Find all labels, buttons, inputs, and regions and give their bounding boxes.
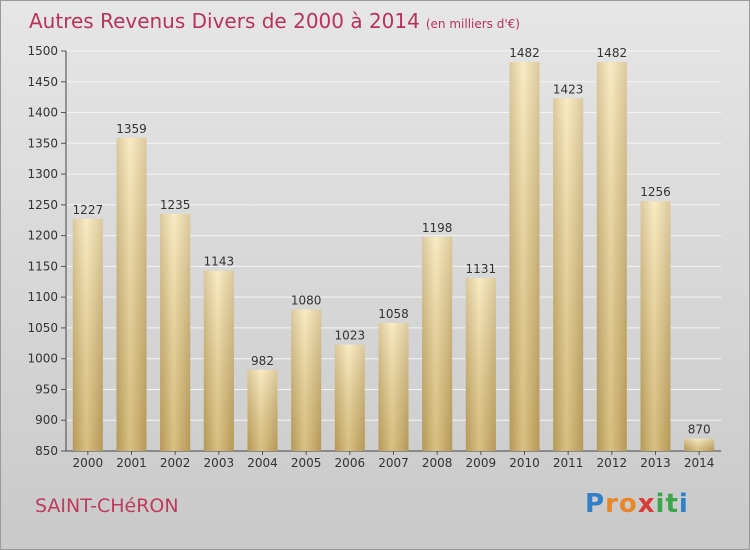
- bar-shade: [684, 438, 715, 451]
- y-tick-label: 1200: [27, 229, 58, 243]
- x-tick-label: 2007: [378, 456, 409, 470]
- y-tick-label: 1400: [27, 106, 58, 120]
- x-tick-label: 2003: [204, 456, 235, 470]
- data-label: 1235: [160, 198, 191, 212]
- bar-shade: [116, 137, 147, 451]
- x-tick-label: 2004: [247, 456, 278, 470]
- x-tick-label: 2014: [684, 456, 715, 470]
- data-label: 1256: [640, 185, 671, 199]
- data-label: 870: [688, 423, 711, 437]
- logo-letter: i: [655, 489, 666, 519]
- chart-title: Autres Revenus Divers de 2000 à 2014: [29, 9, 420, 33]
- data-label: 1227: [73, 203, 104, 217]
- data-label: 1359: [116, 122, 147, 136]
- data-label: 1143: [204, 255, 235, 269]
- x-tick-label: 2013: [640, 456, 671, 470]
- logo-letter: r: [605, 489, 619, 519]
- data-label: 1423: [553, 82, 584, 96]
- bar-shade: [378, 323, 409, 451]
- bar-shade: [596, 62, 627, 451]
- logo-letter: i: [678, 489, 689, 519]
- logo-letter: t: [665, 489, 679, 519]
- bar-shade: [72, 219, 103, 451]
- y-tick-label: 1450: [27, 75, 58, 89]
- x-tick-label: 2012: [597, 456, 628, 470]
- y-tick-label: 950: [35, 382, 58, 396]
- x-tick-label: 2008: [422, 456, 453, 470]
- bar-shade: [465, 278, 496, 451]
- logo-letter: o: [618, 489, 638, 519]
- x-tick-label: 2009: [466, 456, 497, 470]
- y-tick-label: 1500: [27, 44, 58, 58]
- bar-shade: [640, 201, 671, 451]
- x-tick-label: 2006: [335, 456, 366, 470]
- x-tick-label: 2001: [116, 456, 147, 470]
- data-label: 1058: [378, 307, 409, 321]
- chart-title-block: Autres Revenus Divers de 2000 à 2014 (en …: [29, 9, 520, 33]
- data-label: 1023: [335, 329, 366, 343]
- x-tick-label: 2011: [553, 456, 584, 470]
- bar-shade: [203, 270, 234, 451]
- y-tick-label: 1050: [27, 321, 58, 335]
- bar-shade: [334, 344, 365, 451]
- logo-letter: P: [585, 489, 606, 519]
- y-tick-label: 1300: [27, 167, 58, 181]
- bar-shade: [422, 236, 453, 451]
- bar-shade: [160, 214, 191, 451]
- x-tick-label: 2005: [291, 456, 322, 470]
- y-tick-label: 850: [35, 444, 58, 458]
- proxiti-logo: Proxiti: [585, 489, 689, 519]
- data-label: 1482: [597, 46, 628, 60]
- y-tick-label: 900: [35, 413, 58, 427]
- y-tick-label: 1250: [27, 198, 58, 212]
- y-tick-label: 1350: [27, 136, 58, 150]
- bar-shade: [247, 369, 278, 451]
- x-tick-label: 2002: [160, 456, 191, 470]
- data-label: 1482: [509, 46, 540, 60]
- bar-shade: [291, 309, 322, 451]
- data-label: 1080: [291, 293, 322, 307]
- y-tick-label: 1100: [27, 290, 58, 304]
- data-label: 982: [251, 354, 274, 368]
- data-label: 1131: [466, 262, 497, 276]
- city-name: SAINT-CHéRON: [35, 495, 179, 517]
- data-label: 1198: [422, 221, 453, 235]
- bar-shade: [553, 98, 584, 451]
- bar-shade: [509, 62, 540, 451]
- y-tick-label: 1150: [27, 259, 58, 273]
- chart-subtitle: (en milliers d'€): [425, 17, 520, 31]
- logo-letter: x: [637, 489, 656, 519]
- y-tick-label: 1000: [27, 352, 58, 366]
- x-tick-label: 2000: [73, 456, 104, 470]
- x-tick-label: 2010: [509, 456, 540, 470]
